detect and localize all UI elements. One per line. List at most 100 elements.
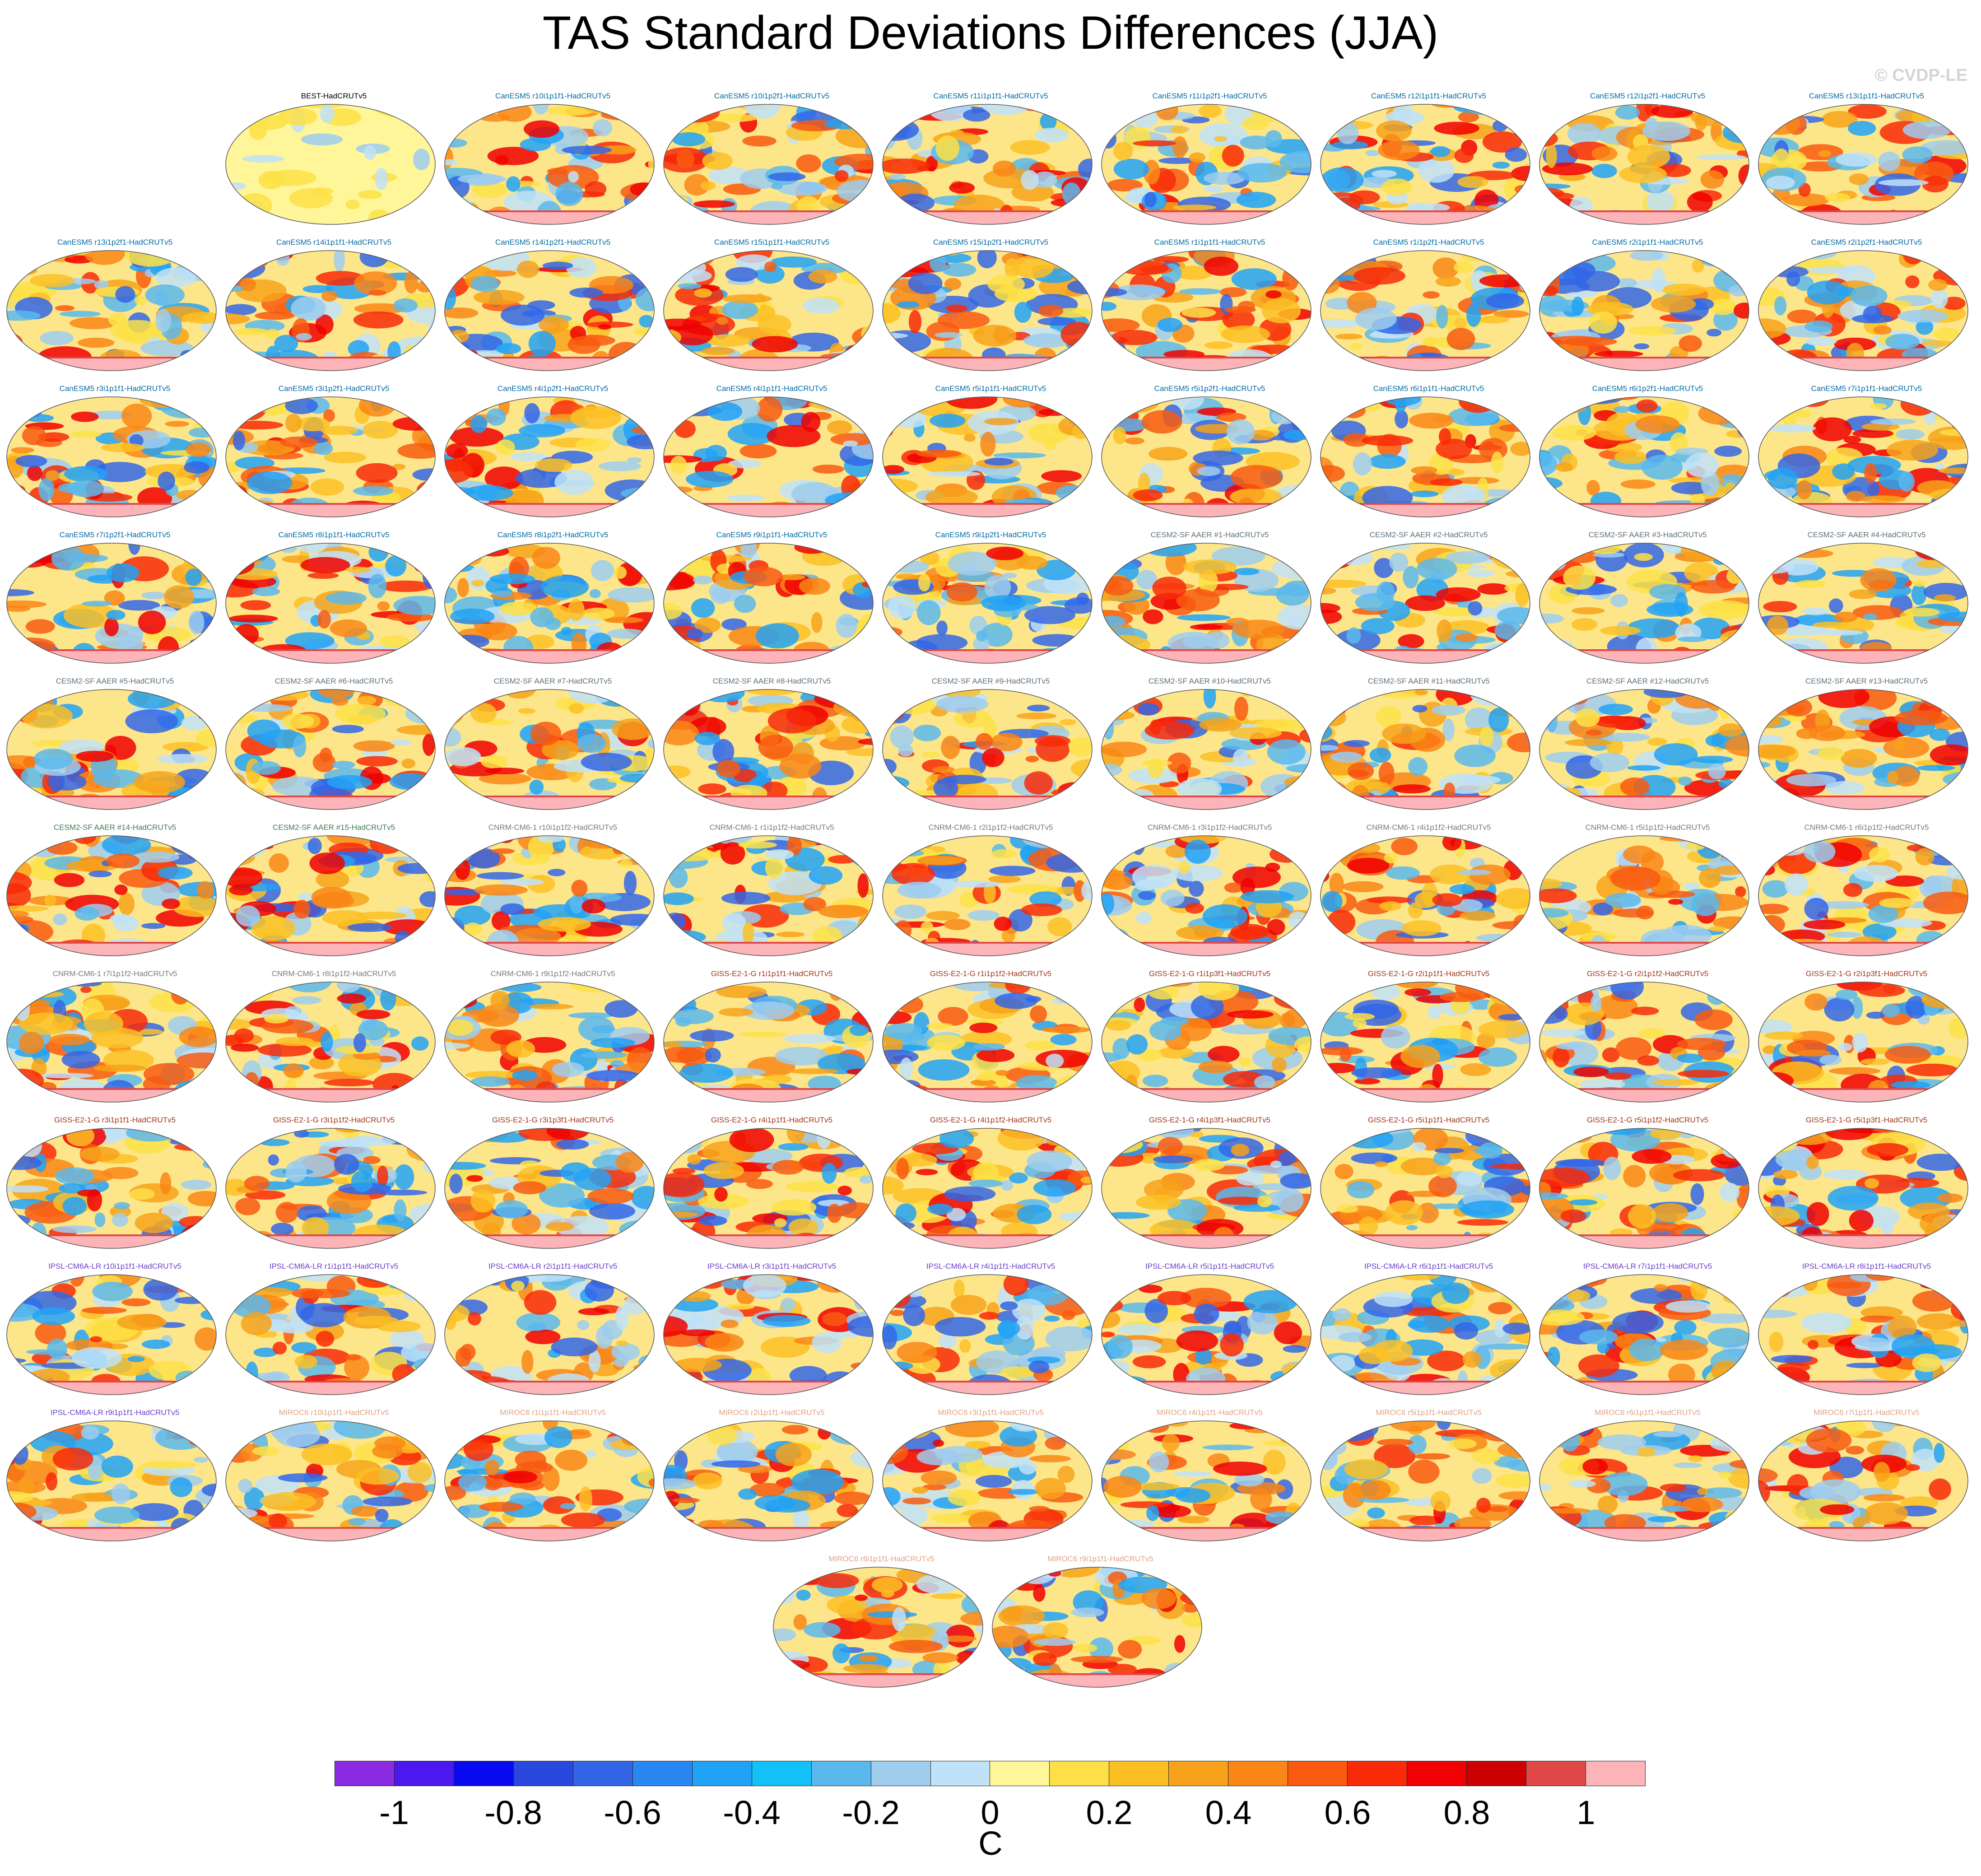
map-field-anomaly [977,1074,994,1081]
map-field-anomaly [568,599,585,621]
map-field-anomaly [94,1212,106,1228]
map-field-anomaly [984,575,1011,600]
map-field-anomaly [394,1199,407,1221]
map-field-anomaly [1158,1047,1194,1059]
map-field-anomaly [664,892,694,905]
map-field-anomaly [44,894,56,907]
map-field-anomaly [1758,397,1766,409]
map-field-anomaly [447,1019,474,1036]
map-field-anomaly [307,838,322,854]
map-field-anomaly [830,433,873,446]
map-field-anomaly [1339,1047,1352,1062]
antarctic-band [664,1089,873,1102]
map-field-anomaly [510,452,548,461]
map-field-anomaly [841,359,873,367]
map-field-anomaly [1392,104,1414,123]
map-field-anomaly [1726,568,1743,584]
map-field-anomaly [1102,763,1122,777]
map-field-anomaly [688,215,712,224]
map-field-anomaly [768,172,806,182]
map-field-anomaly [1623,845,1655,864]
map-field-anomaly [706,334,751,347]
map-field-anomaly [839,689,854,694]
map-field-anomaly [445,653,488,660]
map-field-anomaly [226,313,251,325]
map-field-anomaly [1411,466,1437,475]
map-field-anomaly [1539,502,1562,517]
map-field-anomaly [192,935,216,942]
map-field-anomaly [1418,158,1455,183]
map-field-anomaly [343,1136,397,1146]
map-field-anomaly [181,1179,212,1190]
map-field-anomaly [1376,120,1412,141]
map-field-anomaly [1600,732,1650,742]
map-outline [882,835,1093,956]
map-field-anomaly [293,899,311,919]
map-field-anomaly [1917,765,1955,771]
robinson-map [882,104,1093,225]
map-field-anomaly [845,344,870,362]
map-field-anomaly [1165,550,1186,575]
map-field-anomaly [1482,497,1521,516]
map-field-anomaly [1762,1077,1786,1099]
map-field-anomaly [1677,1038,1727,1050]
map-field-anomaly [627,434,654,450]
map-field-anomaly [1546,708,1558,732]
panel-title: CESM2-SF AAER #3-HadCRUTv5 [1588,531,1707,539]
map-outline [1539,396,1749,517]
map-field-anomaly [1189,880,1204,897]
map-field-anomaly [908,272,943,294]
map-field-anomaly [664,836,699,851]
map-field-anomaly [667,254,716,260]
map-field-anomaly [1012,255,1054,279]
map-field-anomaly [520,1160,539,1167]
map-field-anomaly [1190,624,1223,630]
map-field-anomaly [1143,609,1163,624]
map-field-anomaly [1321,931,1336,945]
map-field-anomaly [458,507,503,517]
map-field-anomaly [701,347,735,355]
map-outline [6,689,217,810]
map-field-anomaly [833,987,873,995]
map-field-anomaly [1104,982,1127,989]
map-field-anomaly [1025,1040,1055,1051]
map-field-anomaly [317,610,331,629]
map-field-anomaly [445,489,461,507]
map-field-anomaly [1642,455,1683,480]
map-field-anomaly [1204,172,1245,185]
map-field-anomaly [1539,543,1560,563]
map-field-anomaly [1863,613,1878,620]
map-field-anomaly [1659,164,1691,177]
map-field-anomaly [1870,418,1916,425]
map-field-anomaly [1009,836,1032,849]
map-field-anomaly [1775,653,1812,663]
map-field-anomaly [883,1076,891,1088]
map-field-anomaly [1102,576,1134,596]
map-field-anomaly [1911,219,1961,224]
map-field-anomaly [1077,982,1092,1005]
map-field-anomaly [1021,170,1039,190]
map-field-anomaly [165,421,190,427]
map-field-anomaly [846,399,873,406]
map-field-anomaly [1843,883,1863,897]
map-field-anomaly [530,722,562,745]
map-field-anomaly [1321,745,1339,751]
panel-title: CanESM5 r10i1p1f1-HadCRUTv5 [495,92,611,100]
panel-title: CanESM5 r15i1p2f1-HadCRUTv5 [933,238,1049,247]
map-outline [444,1128,655,1249]
map-field-anomaly [1878,151,1901,172]
map-field-anomaly [419,786,435,792]
map-field-anomaly [382,652,429,663]
map-field-anomaly [245,798,279,810]
map-field-anomaly [330,619,367,638]
map-field-anomaly [1107,543,1121,554]
antarctic-band [226,943,435,956]
map-field-anomaly [1107,109,1142,121]
map-field-anomaly [1777,218,1805,224]
map-field-anomaly [226,1232,258,1248]
map-field-anomaly [618,209,635,224]
map-field-anomaly [623,1131,644,1143]
map-field-anomaly [1334,214,1365,224]
robinson-map [1320,835,1530,956]
map-field-anomaly [946,304,967,312]
